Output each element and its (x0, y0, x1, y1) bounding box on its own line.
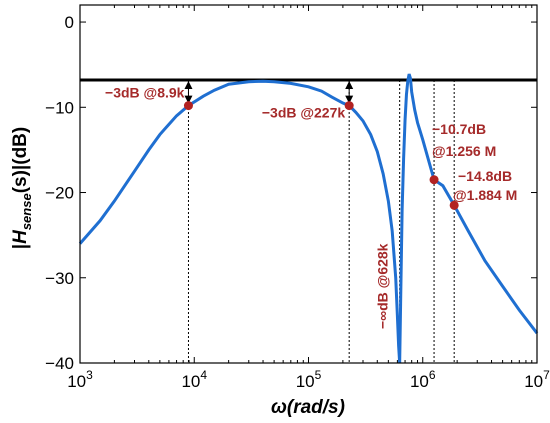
magnitude-response-curve (78, 73, 539, 364)
annotation-arrow-head-down (184, 95, 193, 104)
y-axis-label: |Hsense(s)|(dB) (10, 127, 34, 249)
annotation-label-line: −14.8dB (458, 168, 512, 184)
x-tick-label: 105 (296, 368, 322, 391)
annotation-point (429, 175, 439, 185)
y-tick-label: −10 (45, 98, 74, 117)
y-tick-label: 0 (65, 13, 74, 32)
annotation-labels: −3dB @8.9k −3dB @227k −∞dB @628k −10.7dB @1.… (105, 85, 517, 329)
annotation-label-line: −10.7dB (432, 121, 486, 137)
y-axis-label-sub: sense (19, 193, 34, 230)
x-axis-label: ω(rad/s) (271, 397, 345, 418)
annotation-label: −3dB @227k (262, 105, 346, 121)
annotation-arrow-head-up (184, 81, 193, 90)
annotation-label-line: @1.884 M (453, 187, 517, 203)
annotation-label-rotated: −∞dB @628k (375, 243, 391, 329)
annotation-label: −3dB @8.9k (105, 85, 185, 101)
y-axis-label-post: (s)|(dB) (10, 127, 31, 194)
annotation-point (449, 200, 459, 210)
y-axis-label-pre: | (10, 244, 31, 249)
plot-frame (79, 4, 538, 364)
x-tick-label: 104 (181, 368, 207, 391)
x-tick-label: 107 (524, 368, 550, 391)
annotation-point (344, 101, 354, 111)
y-axis-ticks: 0 −10 −20 −30 −40 (45, 13, 537, 373)
guide-lines (187, 80, 455, 363)
annotation-arrow-head-down (345, 95, 354, 104)
y-tick-label: −40 (45, 354, 74, 373)
annotation-point (183, 101, 193, 111)
x-tick-label: 106 (410, 368, 436, 391)
annotation-arrow-head-up (345, 81, 354, 90)
annotation-label-line: @1.256 M (432, 143, 496, 159)
y-axis-label-var: H (10, 229, 31, 244)
x-tick-label: 103 (67, 368, 93, 391)
y-tick-label: −20 (45, 184, 74, 203)
annotation-points (183, 101, 459, 210)
y-tick-label: −30 (45, 269, 74, 288)
x-axis-ticks: 103 104 105 106 107 (67, 5, 550, 391)
annotation-arrows (184, 81, 354, 104)
